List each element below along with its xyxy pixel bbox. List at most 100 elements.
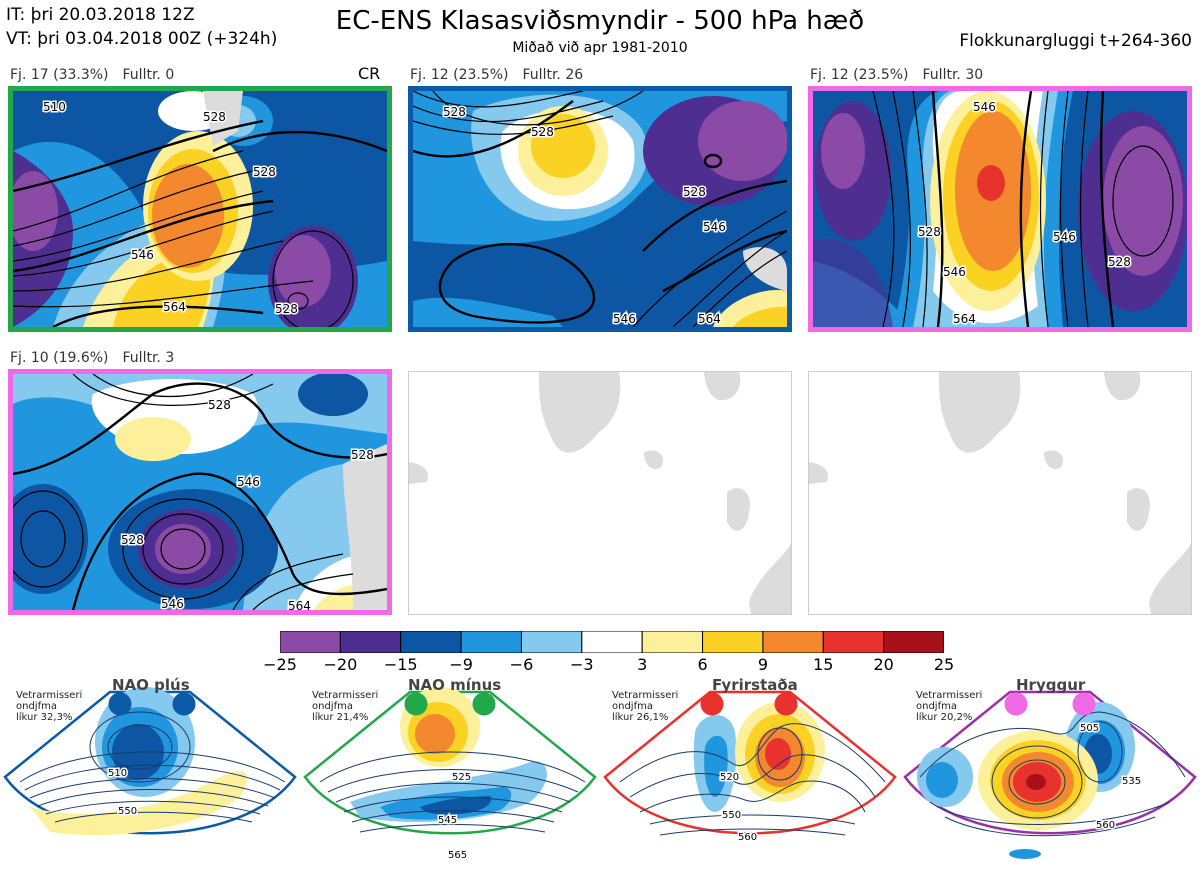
panel-2-cluster: Fj. 12 (23.5%) xyxy=(410,67,509,83)
page-title: EC-ENS Klasasviðsmyndir - 500 hPa hæð xyxy=(335,6,865,36)
valid-time: VT: þri 03.04.2018 00Z (+324h) xyxy=(6,29,278,49)
regime-nao-minus-contour: 525 xyxy=(452,772,471,783)
colorbar-swatch xyxy=(280,631,341,653)
cluster-map-2-svg: 528 528 528 546 546 564 xyxy=(413,91,787,327)
panel-2-contour-label: 528 xyxy=(531,125,554,139)
colorbar-tick-label: −20 xyxy=(323,655,358,674)
colorbar-tick-label: −25 xyxy=(263,655,297,674)
regime-ridge-contour: 505 xyxy=(1080,723,1099,734)
regime-blocking-name: Fyrirstaða xyxy=(712,676,798,694)
colorbar-tick-label: 3 xyxy=(637,655,648,674)
colorbar-swatch xyxy=(460,631,522,653)
panel-2-contour-label: 546 xyxy=(703,220,726,234)
panel-1-label: Fj. 17 (33.3%) Fulltr. 0 xyxy=(10,67,174,83)
colorbar-swatch xyxy=(702,631,764,653)
panel-3-cluster: Fj. 12 (23.5%) xyxy=(810,67,909,83)
panel-2-contour-label: 528 xyxy=(443,105,466,119)
regime-nao-plus-contour: 550 xyxy=(118,806,137,817)
panel-3-contour-label: 546 xyxy=(973,100,996,114)
panel-4-contour-label: 546 xyxy=(237,475,260,489)
panel-4-label: Fj. 10 (19.6%) Fulltr. 3 xyxy=(10,350,174,366)
regime-nao-minus-map: 525 545 565 xyxy=(303,687,597,863)
regime-nao-minus: 525 545 565 NAO mínus Vetrarmisseri ondj… xyxy=(300,672,600,872)
cluster-map-4[interactable]: 528 528 546 528 546 564 xyxy=(8,369,392,615)
regime-nao-minus-name: NAO mínus xyxy=(408,676,502,694)
colorbar-swatch xyxy=(883,631,944,653)
panel-1-member: Fulltr. 0 xyxy=(122,67,175,83)
panel-1-contour-label: 528 xyxy=(275,302,298,316)
empty-map-5-svg xyxy=(409,372,791,614)
panel-4-member: Fulltr. 3 xyxy=(122,350,175,366)
colorbar-tick-label: 25 xyxy=(933,655,955,674)
cluster-map-4-svg: 528 528 546 528 546 564 xyxy=(13,374,387,610)
colorbar-swatch xyxy=(520,631,583,653)
empty-map-6-svg xyxy=(809,372,1191,614)
regime-ridge: 505 535 560 Hryggur Vetrarmisseri ondjfm… xyxy=(900,672,1200,872)
initial-time: IT: þri 20.03.2018 12Z xyxy=(6,5,195,25)
colorbar-tick-label: 20 xyxy=(873,655,894,674)
colorbar-tick-label: −9 xyxy=(449,655,473,674)
regime-nao-plus-name: NAO plús xyxy=(112,676,190,694)
panel-3-label: Fj. 12 (23.5%) Fulltr. 30 xyxy=(810,67,983,83)
empty-map-6 xyxy=(808,371,1192,615)
regime-ridge-contour: 560 xyxy=(1096,820,1115,831)
panel-2-label: Fj. 12 (23.5%) Fulltr. 26 xyxy=(410,67,583,83)
regime-nao-minus-contour: 545 xyxy=(438,815,457,826)
regime-nao-minus-contour: 565 xyxy=(448,850,467,861)
regime-ridge-map: 505 535 560 xyxy=(903,690,1197,859)
cluster-map-1[interactable]: 510 528 528 546 564 528 xyxy=(8,86,392,332)
colorbar-swatch xyxy=(400,631,462,653)
regime-blocking-contour: 520 xyxy=(720,772,739,783)
panel-1-contour-label: 546 xyxy=(131,248,154,262)
panel-3-contour-label: 546 xyxy=(943,265,966,279)
regime-blocking-note: Vetrarmisseri ondjfma líkur 26,1% xyxy=(612,690,679,723)
regime-blocking: 520 550 560 Fyrirstaða Vetrarmisseri ond… xyxy=(600,672,900,872)
panel-1-contour-label: 510 xyxy=(43,100,66,114)
panel-3-member: Fulltr. 30 xyxy=(922,67,984,83)
cluster-map-2[interactable]: 528 528 528 546 546 564 xyxy=(408,86,792,332)
regime-blocking-contour: 550 xyxy=(722,810,741,821)
page-subtitle: Miðað við apr 1981-2010 xyxy=(512,40,688,56)
regime-nao-minus-note: Vetrarmisseri ondjfma líkur 21,4% xyxy=(312,690,379,723)
regime-ridge-name: Hryggur xyxy=(1016,676,1086,694)
regime-nao-plus: 510 550 NAO plús Vetrarmisseri ondjfma l… xyxy=(0,672,300,872)
colorbar-tick-label: 9 xyxy=(757,655,768,674)
panel-1-contour-label: 528 xyxy=(203,110,226,124)
regime-ridge-note: Vetrarmisseri ondjfma líkur 20,2% xyxy=(916,690,983,723)
panel-4-contour-label: 546 xyxy=(161,597,184,610)
anomaly-colorbar xyxy=(280,631,944,653)
panel-3-contour-label: 546 xyxy=(1053,230,1076,244)
panel-1-tag: CR xyxy=(358,64,381,83)
regime-blocking-map: 520 550 560 xyxy=(603,690,897,845)
panel-1-cluster: Fj. 17 (33.3%) xyxy=(10,67,109,83)
regime-blocking-contour: 560 xyxy=(738,832,757,843)
colorbar-tick-label: −3 xyxy=(570,655,594,674)
panel-1-contour-label: 528 xyxy=(253,165,276,179)
colorbar-swatch xyxy=(641,631,704,653)
colorbar-swatch xyxy=(822,631,885,653)
panel-4-contour-label: 528 xyxy=(121,533,144,547)
colorbar-swatch xyxy=(339,631,402,653)
panel-2-contour-label: 546 xyxy=(613,312,636,326)
panel-3-contour-label: 564 xyxy=(953,312,976,326)
panel-2-contour-label: 528 xyxy=(683,185,706,199)
cluster-map-1-svg: 510 528 528 546 564 528 xyxy=(13,91,387,327)
classification-window: Flokkunargluggi t+264-360 xyxy=(959,31,1192,51)
colorbar-swatch xyxy=(762,631,824,653)
panel-4-contour-label: 564 xyxy=(288,599,311,610)
regime-nao-plus-note: Vetrarmisseri ondjfma líkur 32,3% xyxy=(16,690,83,723)
panel-1-contour-label: 564 xyxy=(163,300,186,314)
panel-2-member: Fulltr. 26 xyxy=(522,67,584,83)
colorbar-tick-label: −6 xyxy=(509,655,534,674)
panel-4-contour-label: 528 xyxy=(208,398,231,412)
colorbar-swatch xyxy=(581,631,643,653)
regime-nao-plus-map: 510 550 xyxy=(3,687,297,836)
colorbar-tick-label: 15 xyxy=(813,655,834,674)
panel-4-contour-label: 528 xyxy=(351,448,374,462)
cluster-map-3-svg: 546 528 546 546 528 564 xyxy=(813,91,1187,327)
empty-map-5 xyxy=(408,371,792,615)
cluster-map-3[interactable]: 546 528 546 546 528 564 xyxy=(808,86,1192,332)
regime-nao-plus-contour: 510 xyxy=(108,768,127,779)
panel-4-cluster: Fj. 10 (19.6%) xyxy=(10,350,109,366)
panel-3-contour-label: 528 xyxy=(1108,255,1131,269)
